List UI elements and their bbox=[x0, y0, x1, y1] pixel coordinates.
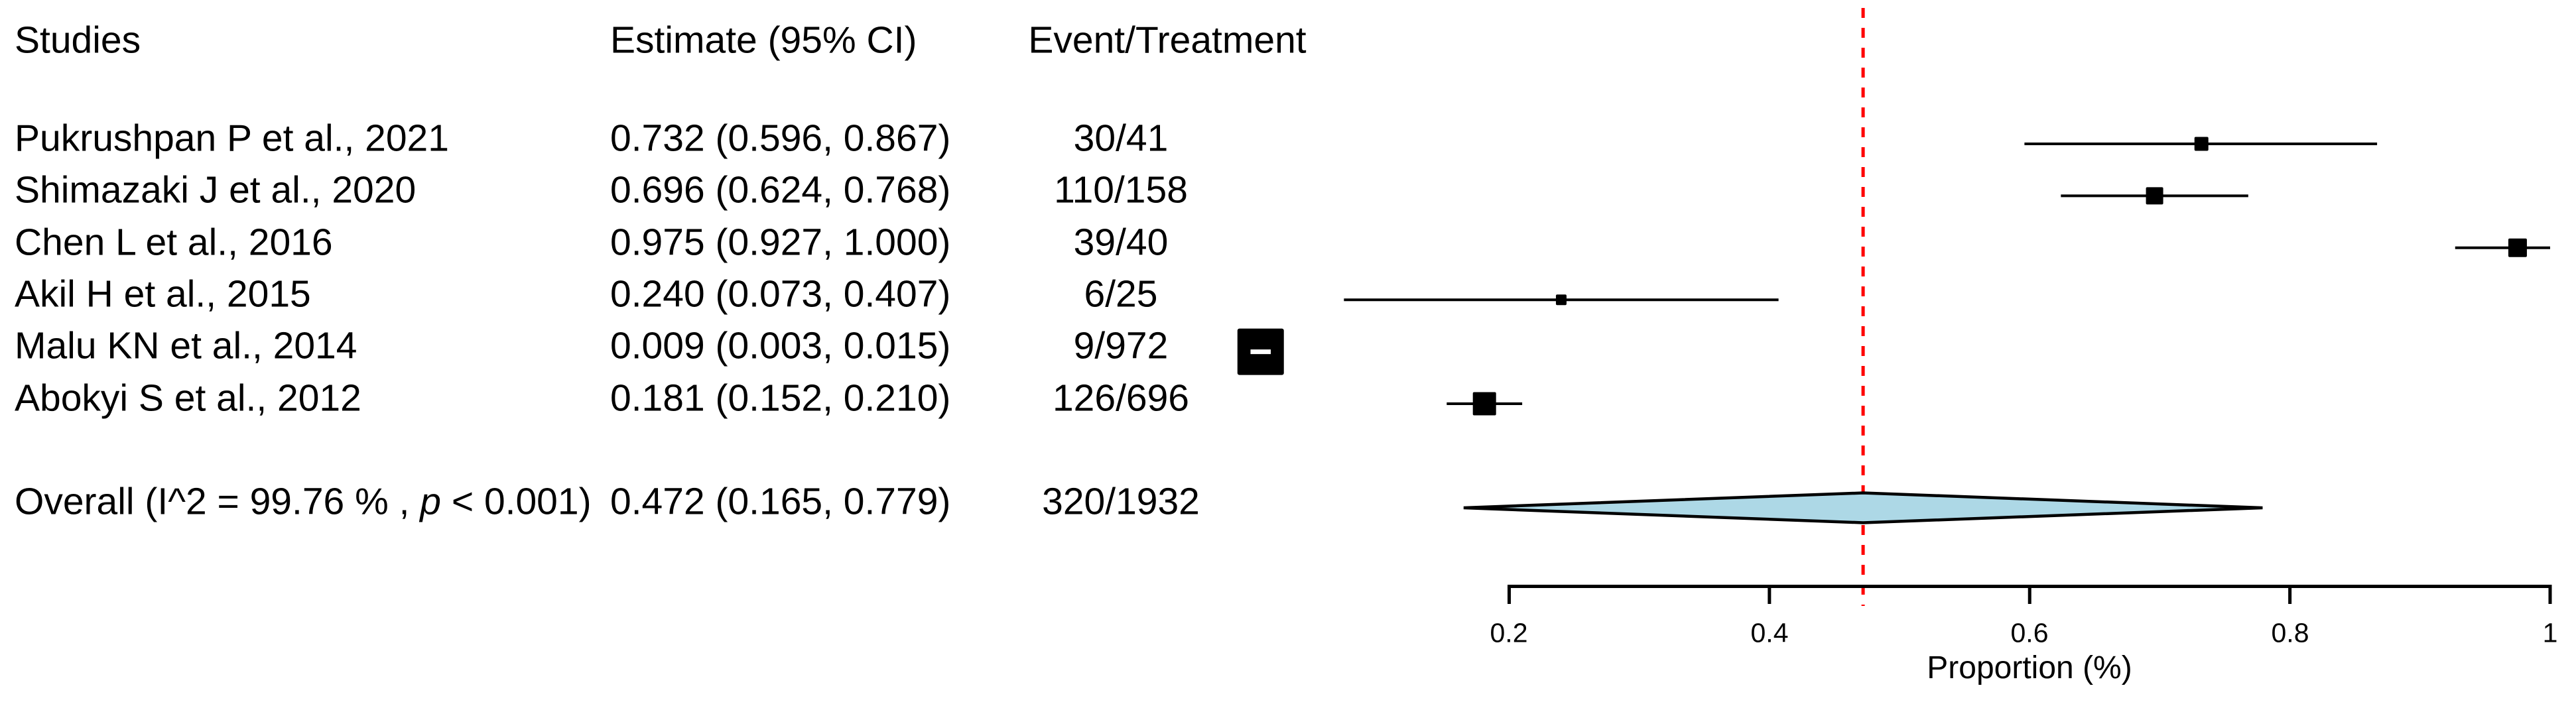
study-estimate: 0.181 (0.152, 0.210) bbox=[610, 377, 951, 420]
estimate-column-header: Estimate (95% CI) bbox=[610, 19, 917, 62]
study-estimate: 0.696 (0.624, 0.768) bbox=[610, 168, 951, 211]
study-estimate: 0.975 (0.927, 1.000) bbox=[610, 221, 951, 264]
estimate-box bbox=[1472, 392, 1496, 416]
estimate-box bbox=[1555, 294, 1567, 306]
study-events: 126/696 bbox=[1052, 377, 1190, 420]
study-estimate: 0.732 (0.596, 0.867) bbox=[610, 117, 951, 160]
study-events: 39/40 bbox=[1073, 221, 1169, 264]
study-name: Akil H et al., 2015 bbox=[15, 272, 311, 316]
study-events: 110/158 bbox=[1054, 168, 1188, 211]
estimate-box bbox=[2508, 238, 2527, 257]
study-name: Abokyi S et al., 2012 bbox=[15, 377, 361, 420]
overall-label-p: p bbox=[420, 480, 441, 523]
study-name: Chen L et al., 2016 bbox=[15, 221, 333, 264]
overall-estimate: 0.472 (0.165, 0.779) bbox=[610, 480, 951, 523]
x-tick-label: 0.6 bbox=[2010, 617, 2049, 648]
study-events: 9/972 bbox=[1073, 324, 1169, 367]
x-tick-label: 0.8 bbox=[2271, 617, 2309, 648]
studies-column-header: Studies bbox=[15, 19, 141, 62]
study-events: 30/41 bbox=[1073, 117, 1169, 160]
study-estimate: 0.240 (0.073, 0.407) bbox=[610, 272, 951, 316]
overall-label-prefix: Overall (I^2 = 99.76 % , bbox=[15, 480, 420, 523]
study-name: Shimazaki J et al., 2020 bbox=[15, 168, 417, 211]
x-tick-label: 0.4 bbox=[1750, 617, 1789, 648]
study-estimate: 0.009 (0.003, 0.015) bbox=[610, 324, 951, 367]
x-axis-title: Proportion (%) bbox=[1927, 650, 2132, 685]
study-events: 6/25 bbox=[1084, 272, 1158, 316]
study-name: Malu KN et al., 2014 bbox=[15, 324, 357, 367]
overall-label: Overall (I^2 = 99.76 % , p < 0.001) bbox=[15, 483, 592, 521]
estimate-box bbox=[2194, 137, 2209, 151]
overall-diamond bbox=[1463, 491, 2263, 524]
overall-events: 320/1932 bbox=[1042, 480, 1200, 523]
estimate-box bbox=[2146, 187, 2163, 205]
x-tick-label: 0.2 bbox=[1490, 617, 1528, 648]
x-tick-label: 1 bbox=[2542, 617, 2558, 648]
study-name: Pukrushpan P et al., 2021 bbox=[15, 117, 449, 160]
overall-label-suffix: < 0.001) bbox=[440, 480, 592, 523]
events-column-header: Event/Treatment bbox=[1028, 19, 1307, 62]
